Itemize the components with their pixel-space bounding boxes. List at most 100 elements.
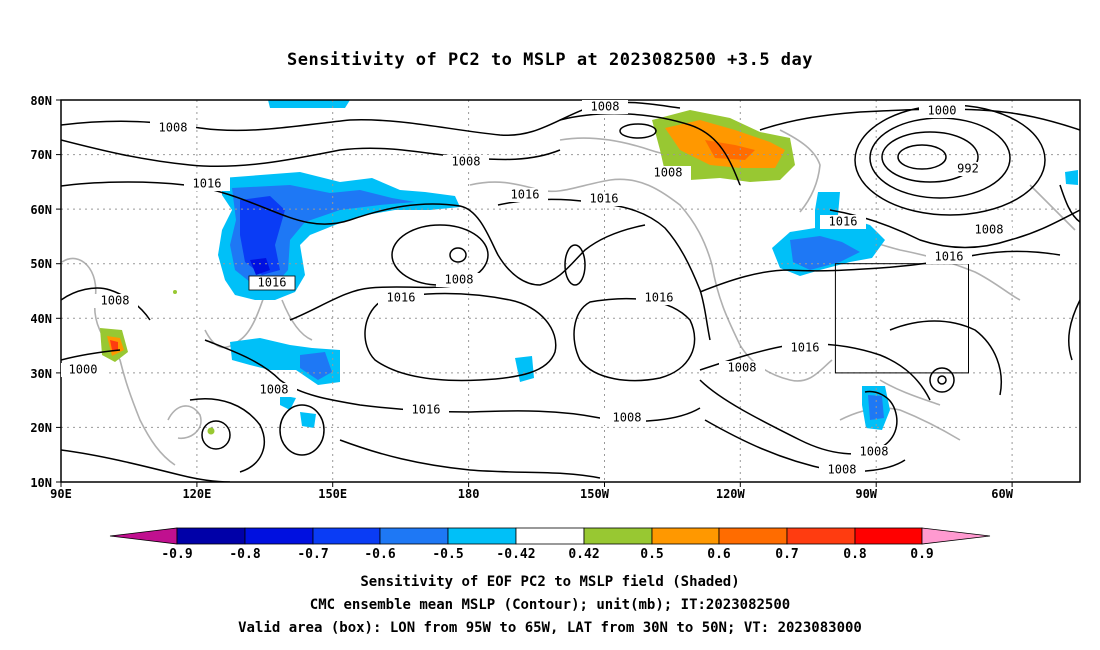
svg-text:1008: 1008 [613, 411, 642, 425]
contour-label: 1016 [403, 403, 449, 417]
contour-label: 1008 [966, 223, 1012, 237]
svg-text:1016: 1016 [511, 188, 540, 202]
contour-label: 1008 [819, 463, 865, 477]
lon-label: 180 [458, 487, 480, 501]
colorbar-segment [786, 527, 856, 545]
lat-label: 20N [30, 421, 52, 435]
colorbar-segment [651, 527, 720, 545]
svg-text:1008: 1008 [828, 463, 857, 477]
contour-label: 1016 [378, 291, 424, 305]
svg-text:1008: 1008 [860, 445, 889, 459]
lon-label: 150E [318, 487, 347, 501]
lon-label: 120W [716, 487, 746, 501]
contour-label: 1016 [636, 291, 682, 305]
colorbar-label: 0.6 [707, 547, 731, 562]
caption-shading: Sensitivity of EOF PC2 to MSLP field (Sh… [360, 574, 740, 590]
colorbar-segment [312, 527, 381, 545]
svg-text:1008: 1008 [591, 100, 620, 114]
sensitivity-shading [100, 100, 1078, 435]
colorbar-segment [244, 527, 314, 545]
lon-label: 150W [580, 487, 610, 501]
colorbar-segment [379, 527, 449, 545]
colorbar-left-arrow [109, 527, 178, 545]
colorbar-label: 0.5 [640, 547, 663, 562]
lat-label: 50N [30, 257, 52, 271]
contour-label: 1008 [443, 155, 489, 169]
contour-label: 1016 [248, 276, 296, 291]
colorbar-segment [583, 527, 653, 545]
svg-text:1008: 1008 [101, 294, 130, 308]
graticule [61, 100, 1080, 482]
colorbar-label: 0.9 [910, 547, 933, 562]
map-frame [60, 99, 1081, 483]
contour-label: 1008 [251, 383, 297, 397]
colorbar-segment [718, 527, 788, 545]
svg-text:1008: 1008 [260, 383, 289, 397]
colorbar-label: 0.42 [568, 547, 599, 562]
svg-text:1016: 1016 [791, 341, 820, 355]
caption-contour: CMC ensemble mean MSLP (Contour); unit(m… [309, 597, 791, 613]
colorbar-right-arrow [921, 527, 991, 545]
mslp-contours [61, 101, 1080, 482]
svg-text:1016: 1016 [258, 276, 287, 290]
colorbar-segment [854, 527, 923, 545]
colorbar-segment [515, 527, 585, 545]
colorbar-label: 0.7 [775, 547, 798, 562]
colorbar-label: -0.42 [496, 547, 535, 562]
lon-label: 90E [50, 487, 72, 501]
colorbar-segment [447, 527, 517, 545]
contour-label: 1016 [184, 177, 230, 191]
svg-text:1016: 1016 [645, 291, 674, 305]
lat-label: 30N [30, 367, 52, 381]
colorbar-segment [176, 527, 246, 545]
contour-label: 1008 [92, 294, 138, 308]
contour-label: 1008 [600, 411, 646, 425]
svg-text:1016: 1016 [590, 192, 619, 206]
contour-label: 1016 [782, 341, 828, 355]
contour-label: 1000 [919, 104, 965, 118]
svg-text:1016: 1016 [193, 177, 222, 191]
caption-valid-area: Valid area (box): LON from 95W to 65W, L… [238, 620, 862, 636]
colorbar-label: 0.8 [843, 547, 867, 562]
colorbar-label: -0.8 [229, 547, 260, 562]
lon-label: 60W [991, 487, 1013, 501]
longitude-labels: 90E 120E 150E 180 150W 120W 90W 60W [50, 487, 1014, 501]
colorbar-label: -0.9 [161, 547, 192, 562]
colorbar [109, 527, 991, 545]
contour-label: 1000 [61, 363, 105, 377]
colorbar-label: -0.5 [432, 547, 463, 562]
svg-text:1008: 1008 [975, 223, 1004, 237]
svg-text:1008: 1008 [445, 273, 474, 287]
latitude-labels: 80N 70N 60N 50N 40N 30N 20N 10N [30, 94, 52, 490]
contour-label: 992 [950, 162, 986, 176]
lat-label: 80N [30, 94, 52, 108]
plot-title: Sensitivity of PC2 to MSLP at 2023082500… [286, 50, 813, 70]
contour-label: 1008 [645, 166, 691, 180]
contour-label: 1008 [150, 121, 196, 135]
colorbar-labels: -0.9 -0.8 -0.7 -0.6 -0.5 -0.42 0.42 0.5 … [161, 547, 933, 562]
lat-label: 70N [30, 148, 52, 162]
contour-label: 1008 [436, 273, 482, 287]
lat-label: 10N [30, 476, 52, 490]
svg-text:1000: 1000 [69, 363, 98, 377]
contour-label: 1008 [851, 445, 897, 459]
contour-label: 1016 [820, 215, 866, 229]
lon-label: 90W [855, 487, 877, 501]
colorbar-label: -0.7 [297, 547, 328, 562]
contour-labels: 1008 1008 1008 1000 992 1016 1016 1016 1… [61, 100, 1012, 477]
lon-label: 120E [182, 487, 211, 501]
svg-text:1008: 1008 [452, 155, 481, 169]
svg-text:1008: 1008 [654, 166, 683, 180]
valid-area-box [834, 263, 970, 374]
contour-label: 1016 [502, 188, 548, 202]
svg-text:1000: 1000 [928, 104, 957, 118]
svg-text:1016: 1016 [829, 215, 858, 229]
axis-ticks [56, 99, 1013, 487]
svg-text:1016: 1016 [387, 291, 416, 305]
lat-label: 40N [30, 312, 52, 326]
contour-label: 1016 [581, 192, 627, 206]
svg-text:1016: 1016 [935, 250, 964, 264]
colorbar-label: -0.6 [364, 547, 395, 562]
contour-label: 1016 [926, 250, 972, 264]
contour-label: 1008 [719, 361, 765, 375]
